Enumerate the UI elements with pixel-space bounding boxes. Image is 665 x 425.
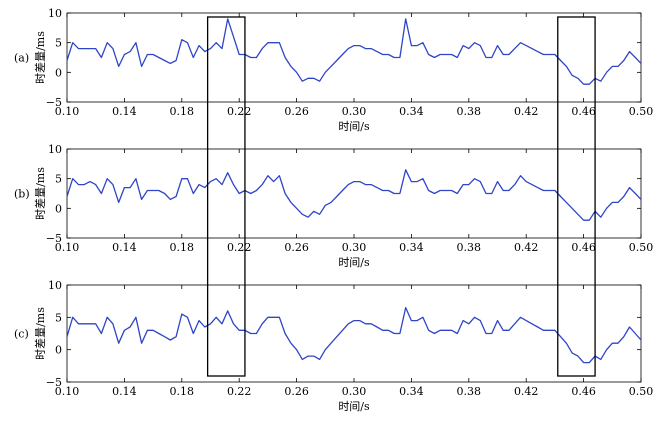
x-tick-label: 0.30 <box>342 105 367 118</box>
x-tick-label: 0.34 <box>399 385 424 398</box>
x-axis-label: 时间/s <box>338 256 370 269</box>
x-tick-label: 0.10 <box>55 105 80 118</box>
x-tick-label: 0.26 <box>284 385 309 398</box>
plot-frame <box>66 148 642 239</box>
panel-label: (b) <box>14 188 30 201</box>
y-axis-label: 时差量/ms <box>33 307 47 360</box>
x-tick-label: 0.10 <box>55 241 80 254</box>
series-line <box>66 169 642 221</box>
y-tick-label: 0 <box>55 202 62 215</box>
x-tick-label: 0.26 <box>284 105 309 118</box>
x-tick-label: 0.42 <box>514 241 539 254</box>
x-tick-label: 0.22 <box>227 241 252 254</box>
x-tick-label: 0.30 <box>342 385 367 398</box>
x-tick-label: 0.10 <box>55 385 80 398</box>
y-tick-label: −5 <box>46 232 62 245</box>
series-line <box>66 306 642 364</box>
x-tick-label: 0.46 <box>571 385 596 398</box>
x-tick-label: 0.34 <box>399 105 424 118</box>
highlight-box-2 <box>557 16 596 377</box>
y-tick-label: 0 <box>55 344 62 357</box>
y-axis-label: 时差量/ms <box>33 167 47 220</box>
x-tick-label: 0.14 <box>112 105 137 118</box>
x-tick-label: 0.14 <box>112 241 137 254</box>
x-tick-label: 0.18 <box>170 385 195 398</box>
x-tick-label: 0.46 <box>571 105 596 118</box>
x-tick-label: 0.18 <box>170 105 195 118</box>
y-tick-label: 10 <box>48 279 62 292</box>
x-tick-label: 0.22 <box>227 385 252 398</box>
x-tick-label: 0.22 <box>227 105 252 118</box>
x-tick-label: 0.38 <box>457 241 482 254</box>
x-tick-label: 0.14 <box>112 385 137 398</box>
plot-frame <box>66 12 642 103</box>
panel-label: (c) <box>14 328 29 341</box>
x-tick-label: 0.38 <box>457 105 482 118</box>
x-tick-label: 0.50 <box>629 385 654 398</box>
x-tick-label: 0.30 <box>342 241 367 254</box>
x-tick-label: 0.18 <box>170 241 195 254</box>
x-tick-label: 0.50 <box>629 241 654 254</box>
panel-label: (a) <box>14 52 29 65</box>
y-tick-label: 5 <box>55 173 62 186</box>
x-tick-label: 0.42 <box>514 385 539 398</box>
x-tick-label: 0.46 <box>571 241 596 254</box>
x-axis-label: 时间/s <box>338 120 370 133</box>
x-tick-label: 0.42 <box>514 105 539 118</box>
y-tick-label: 5 <box>55 37 62 50</box>
y-tick-label: 0 <box>55 66 62 79</box>
x-tick-label: 0.50 <box>629 105 654 118</box>
x-tick-label: 0.34 <box>399 241 424 254</box>
highlight-box-1 <box>206 16 246 377</box>
plot-frame <box>66 284 642 383</box>
y-tick-label: 5 <box>55 311 62 324</box>
y-tick-label: −5 <box>46 376 62 389</box>
x-tick-label: 0.38 <box>457 385 482 398</box>
x-axis-label: 时间/s <box>338 400 370 413</box>
y-tick-label: 10 <box>48 7 62 20</box>
y-tick-label: −5 <box>46 96 62 109</box>
y-tick-label: 10 <box>48 143 62 156</box>
x-tick-label: 0.26 <box>284 241 309 254</box>
y-axis-label: 时差量/ms <box>33 31 47 84</box>
series-line <box>66 18 642 85</box>
